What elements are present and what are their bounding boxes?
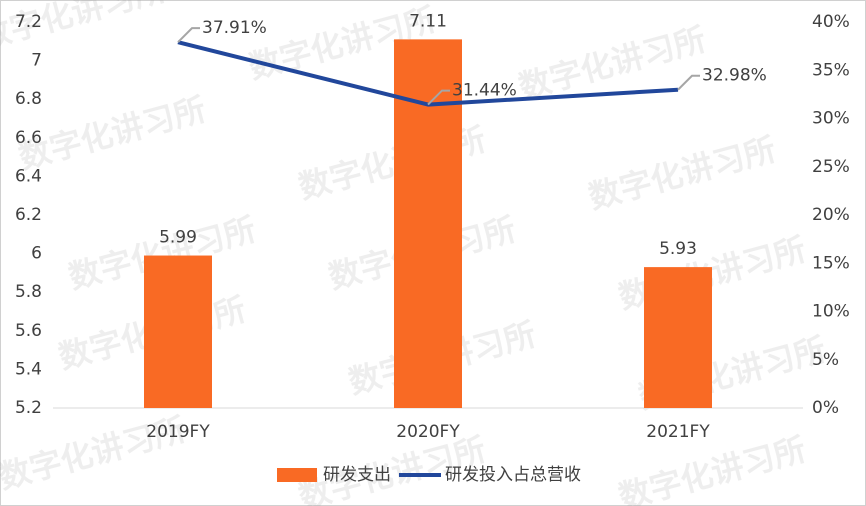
y-tick-label: 6 <box>31 244 42 264</box>
x-tick-label: 2019FY <box>146 422 210 442</box>
label-leader <box>427 89 450 106</box>
y-tick-label: 5.8 <box>15 282 42 302</box>
line-value-label: 31.44% <box>452 81 517 101</box>
y-tick-label: 6.8 <box>15 89 42 109</box>
line-value-label: 32.98% <box>702 66 767 86</box>
bar <box>144 255 212 408</box>
y-tick-label: 5.4 <box>15 359 42 379</box>
y-tick-label: 5.6 <box>15 321 42 341</box>
x-tick-label: 2020FY <box>396 422 460 442</box>
label-leader <box>677 74 700 91</box>
x-tick-label: 2021FY <box>646 422 710 442</box>
y-tick-label: 5.2 <box>15 398 42 418</box>
y2-tick-label: 35% <box>812 60 850 80</box>
bar-value-label: 7.11 <box>409 11 447 31</box>
y2-tick-label: 25% <box>812 157 850 177</box>
y2-tick-label: 5% <box>812 350 839 370</box>
y-tick-label: 6.2 <box>15 205 42 225</box>
y2-tick-label: 40% <box>812 12 850 32</box>
legend-swatch <box>277 468 317 482</box>
label-leader <box>177 27 200 43</box>
y2-tick-label: 15% <box>812 253 850 273</box>
y-tick-label: 7.2 <box>15 12 42 32</box>
legend-label: 研发投入占总营收 <box>445 465 581 485</box>
y-tick-label: 7 <box>31 51 42 71</box>
legend-label: 研发支出 <box>323 465 391 485</box>
y-tick-label: 6.6 <box>15 128 42 148</box>
bar <box>644 267 712 408</box>
line-value-label: 37.91% <box>202 18 267 38</box>
y2-tick-label: 0% <box>812 398 839 418</box>
y2-tick-label: 20% <box>812 205 850 225</box>
y2-tick-label: 30% <box>812 109 850 129</box>
y-tick-label: 6.4 <box>15 166 42 186</box>
y2-tick-label: 10% <box>812 302 850 322</box>
bar-value-label: 5.99 <box>159 228 197 248</box>
bar-value-label: 5.93 <box>659 239 697 259</box>
